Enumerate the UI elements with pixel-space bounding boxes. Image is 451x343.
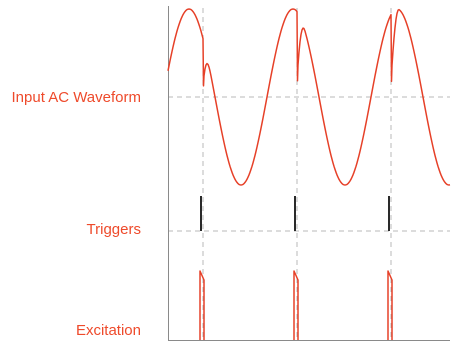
excitation-label: Excitation xyxy=(75,322,141,339)
input-ac-waveform xyxy=(167,8,451,186)
trigger-pulses xyxy=(200,196,390,231)
excitation-pulse xyxy=(199,270,205,340)
excitation-pulse xyxy=(293,270,299,340)
triggers-label: Triggers xyxy=(86,221,141,238)
guide-lines xyxy=(168,8,450,340)
input-ac-waveform-label: Input AC Waveform xyxy=(11,89,142,106)
excitation-pulse xyxy=(387,270,393,340)
axis-lines xyxy=(168,6,450,341)
excitation-pulses xyxy=(199,270,393,340)
